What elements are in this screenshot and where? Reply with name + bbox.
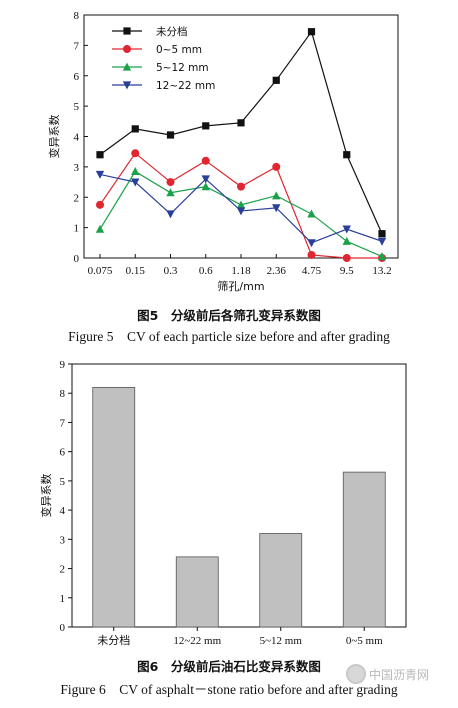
- y-tick-label: 7: [74, 40, 80, 52]
- data-point: [272, 204, 281, 213]
- y-tick-label: 3: [74, 162, 80, 174]
- data-point: [343, 151, 351, 159]
- data-point: [342, 254, 351, 262]
- data-point: [272, 162, 281, 171]
- y-tick-label: 7: [60, 417, 66, 429]
- data-point: [201, 175, 210, 184]
- figure5-caption-en: Figure 5 CV of each particle size before…: [68, 329, 390, 344]
- figure6-caption-en: Figure 6 CV of asphalt－stone ratio befor…: [60, 682, 398, 697]
- data-point: [307, 209, 316, 218]
- data-point: [131, 149, 140, 158]
- y-tick-label: 5: [60, 476, 66, 488]
- y-tick-label: 6: [60, 447, 66, 459]
- y-tick-label: 9: [60, 359, 66, 371]
- data-point: [95, 170, 105, 179]
- bar: [175, 556, 219, 628]
- y-tick-label: 2: [74, 192, 80, 204]
- line-chart-cv-particle-size: 0 1 2 3 4 5 6 7 8 0.075 0.15 0.3 0.6 1.18 2.36 4.75 9.5 1…: [47, 10, 399, 293]
- plot-frame: [71, 363, 407, 628]
- y-tick-label: 3: [60, 534, 66, 546]
- x-tick-label: 9.5: [340, 265, 354, 277]
- data-point: [307, 250, 316, 259]
- data-point: [272, 191, 281, 200]
- y-tick-label: 8: [60, 388, 66, 400]
- x-tick-label: 4.75: [302, 265, 322, 277]
- series-3: [95, 170, 387, 248]
- y-tick-label: 8: [74, 10, 80, 22]
- y-tick-label: 0: [60, 622, 66, 634]
- data-point: [236, 207, 246, 216]
- x-axis-label: 筛孔/mm: [217, 279, 264, 293]
- data-point: [377, 237, 387, 246]
- y-tick-label: 4: [60, 505, 66, 517]
- data-point: [131, 125, 139, 133]
- bar: [342, 471, 386, 628]
- data-point: [166, 178, 175, 187]
- data-point: [166, 210, 175, 219]
- legend-label: 0~5 mm: [156, 44, 202, 56]
- y-axis-label: 变异系数: [39, 474, 53, 518]
- bar: [92, 386, 136, 628]
- data-point: [131, 178, 140, 187]
- watermark: 中国沥青网: [346, 664, 429, 684]
- y-tick-label: 5: [74, 101, 80, 113]
- figure5-caption-cn: 图5 分级前后各筛孔变异系数图: [137, 308, 321, 323]
- legend-marker: [123, 27, 131, 35]
- legend-marker: [122, 62, 132, 71]
- figure6-caption-cn: 图6 分级前后油石比变异系数图: [137, 659, 321, 674]
- y-tick-label: 1: [60, 593, 66, 605]
- data-point: [96, 200, 104, 209]
- y-tick-label: 6: [74, 71, 80, 83]
- x-tick-label: 13.2: [372, 265, 391, 277]
- data-point: [202, 122, 210, 130]
- data-point: [342, 225, 351, 234]
- watermark-logo-icon: [346, 664, 366, 684]
- x-tick-label: 未分档: [97, 633, 130, 647]
- data-point: [377, 252, 387, 261]
- data-point: [166, 131, 175, 139]
- data-point: [272, 76, 280, 84]
- data-point: [342, 236, 351, 245]
- x-tick-label: 0.15: [126, 265, 146, 277]
- y-tick-label: 1: [74, 223, 80, 235]
- data-point: [96, 151, 104, 159]
- legend-label: 5~12 mm: [156, 62, 209, 74]
- x-tick-label: 0.6: [199, 265, 213, 277]
- legend-marker: [123, 45, 131, 53]
- legend-marker: [122, 81, 132, 90]
- x-tick-label: 0~5 mm: [346, 635, 383, 647]
- y-axis-label: 变异系数: [47, 115, 61, 159]
- x-tick-label: 12~22 mm: [173, 635, 221, 647]
- data-point: [237, 119, 245, 127]
- watermark-text: 中国沥青网: [369, 667, 430, 682]
- data-point: [131, 167, 140, 176]
- data-point: [236, 200, 246, 209]
- data-point: [307, 239, 316, 248]
- series-0: [96, 28, 386, 238]
- data-point: [237, 182, 245, 191]
- data-point: [95, 224, 105, 233]
- data-point: [378, 230, 386, 238]
- bar: [259, 533, 303, 628]
- x-tick-label: 0.075: [88, 265, 113, 277]
- y-tick-label: 4: [74, 132, 80, 144]
- legend-label: 12~22 mm: [156, 80, 215, 92]
- series-2: [95, 167, 387, 261]
- y-tick-label: 2: [60, 564, 66, 576]
- data-point: [166, 188, 175, 197]
- data-point: [201, 156, 210, 165]
- x-tick-label: 2.36: [267, 265, 287, 277]
- data-point: [307, 28, 316, 36]
- x-tick-label: 0.3: [164, 265, 178, 277]
- x-tick-label: 5~12 mm: [260, 635, 303, 647]
- plot-frame: [83, 14, 399, 259]
- x-tick-label: 1.18: [231, 265, 251, 277]
- y-tick-label: 0: [74, 253, 80, 265]
- legend-label: 未分档: [156, 25, 188, 38]
- data-point: [201, 182, 210, 191]
